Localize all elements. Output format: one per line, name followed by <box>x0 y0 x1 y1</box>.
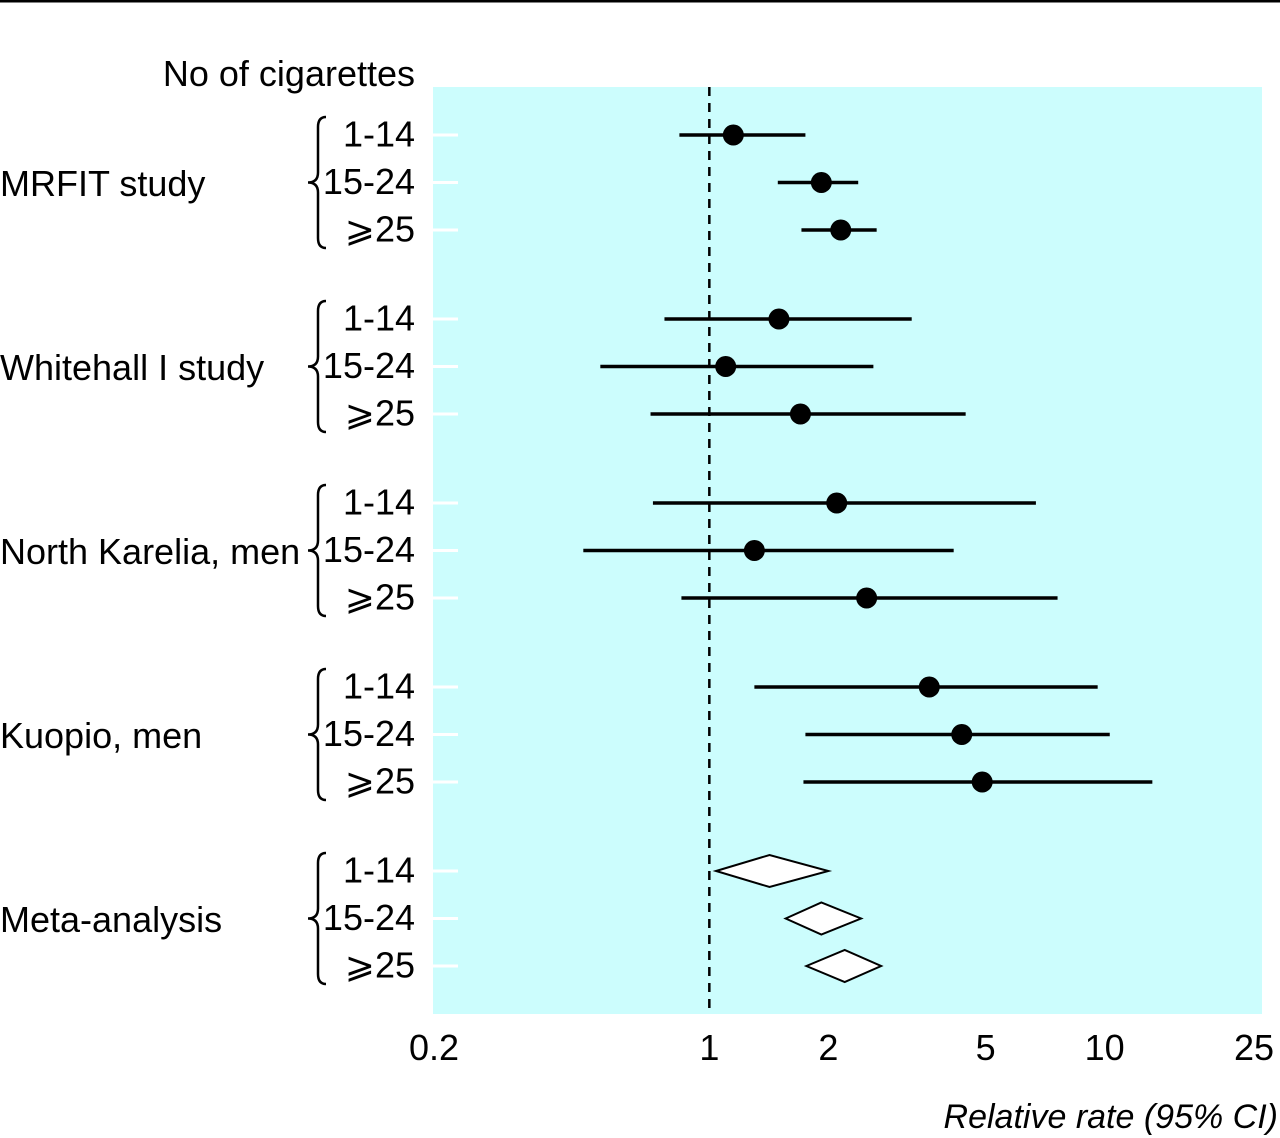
row-label: 1-14 <box>343 114 415 155</box>
marks-layer <box>433 124 1153 984</box>
study-group: North Karelia, men 1-14 15-24 ⩾25 <box>0 482 415 618</box>
point-estimate <box>715 356 737 377</box>
study-name: MRFIT study <box>0 163 205 204</box>
point-estimate <box>856 587 878 609</box>
row-label: ⩾25 <box>345 393 415 434</box>
row-label: ⩾25 <box>345 577 415 618</box>
x-tick-label: 5 <box>976 1027 996 1068</box>
x-axis: 0.2 1 2 5 10 25 <box>409 1027 1274 1068</box>
row-label: 1-14 <box>343 482 415 523</box>
pooled-estimate-diamond <box>803 948 884 984</box>
x-tick-label: 0.2 <box>409 1027 459 1068</box>
group-brace <box>307 299 327 434</box>
study-group: Meta-analysis 1-14 15-24 ⩾25 <box>0 850 415 986</box>
group-brace <box>307 667 327 802</box>
x-axis-label: Relative rate (95% CI) <box>944 1098 1278 1136</box>
row-label: ⩾25 <box>345 945 415 986</box>
study-group: Kuopio, men 1-14 15-24 ⩾25 <box>0 666 415 802</box>
row-label: ⩾25 <box>345 209 415 250</box>
point-estimate <box>826 492 848 514</box>
row-label: 1-14 <box>343 666 415 707</box>
point-estimate <box>810 172 832 193</box>
point-estimate <box>830 219 852 241</box>
group-brace <box>307 851 327 986</box>
row-label: 15-24 <box>323 161 415 202</box>
point-estimate <box>951 724 973 745</box>
row-label: ⩾25 <box>345 761 415 802</box>
column-header: No of cigarettes <box>163 53 415 94</box>
study-name: Whitehall I study <box>0 347 264 388</box>
point-estimate <box>722 124 744 146</box>
point-estimate <box>789 403 811 425</box>
x-tick-label: 25 <box>1234 1027 1274 1068</box>
group-brace <box>307 483 327 618</box>
point-estimate <box>743 540 765 561</box>
point-estimate <box>768 308 790 330</box>
study-name: Kuopio, men <box>0 715 202 756</box>
group-brace <box>307 115 327 250</box>
row-label: 1-14 <box>343 298 415 339</box>
row-label: 15-24 <box>323 897 415 938</box>
x-tick-label: 1 <box>699 1027 719 1068</box>
study-name: Meta-analysis <box>0 899 222 940</box>
study-group: Whitehall I study 1-14 15-24 ⩾25 <box>0 298 415 434</box>
row-label: 15-24 <box>323 713 415 754</box>
study-group: MRFIT study 1-14 15-24 ⩾25 <box>0 114 415 250</box>
pooled-estimate-diamond <box>712 853 833 889</box>
pooled-estimate-diamond <box>783 901 864 936</box>
x-tick-label: 2 <box>818 1027 838 1068</box>
point-estimate <box>918 676 940 698</box>
row-label: 15-24 <box>323 345 415 386</box>
study-name: North Karelia, men <box>0 531 300 572</box>
x-tick-label: 10 <box>1085 1027 1125 1068</box>
row-label: 1-14 <box>343 850 415 891</box>
row-label: 15-24 <box>323 529 415 570</box>
point-estimate <box>971 771 993 793</box>
